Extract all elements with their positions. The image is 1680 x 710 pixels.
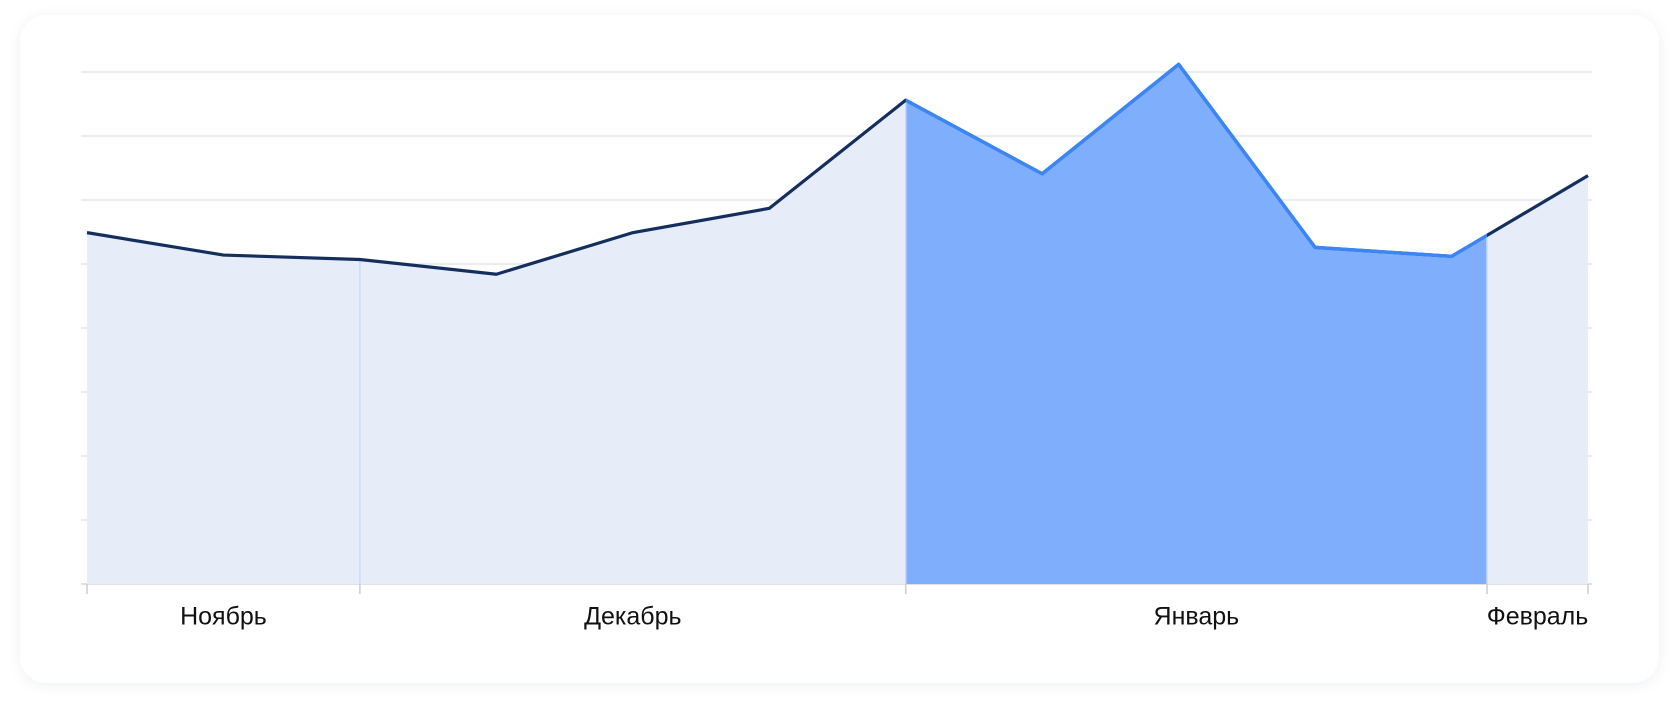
highlight-line: [905, 62, 1488, 259]
highlight-area: [905, 64, 1488, 584]
x-tick-label: Январь: [1154, 603, 1240, 631]
x-tick-label: Декабрь: [584, 603, 681, 631]
x-tick-label: Февраль: [1487, 603, 1589, 631]
x-tick-label: Ноябрь: [180, 603, 267, 631]
